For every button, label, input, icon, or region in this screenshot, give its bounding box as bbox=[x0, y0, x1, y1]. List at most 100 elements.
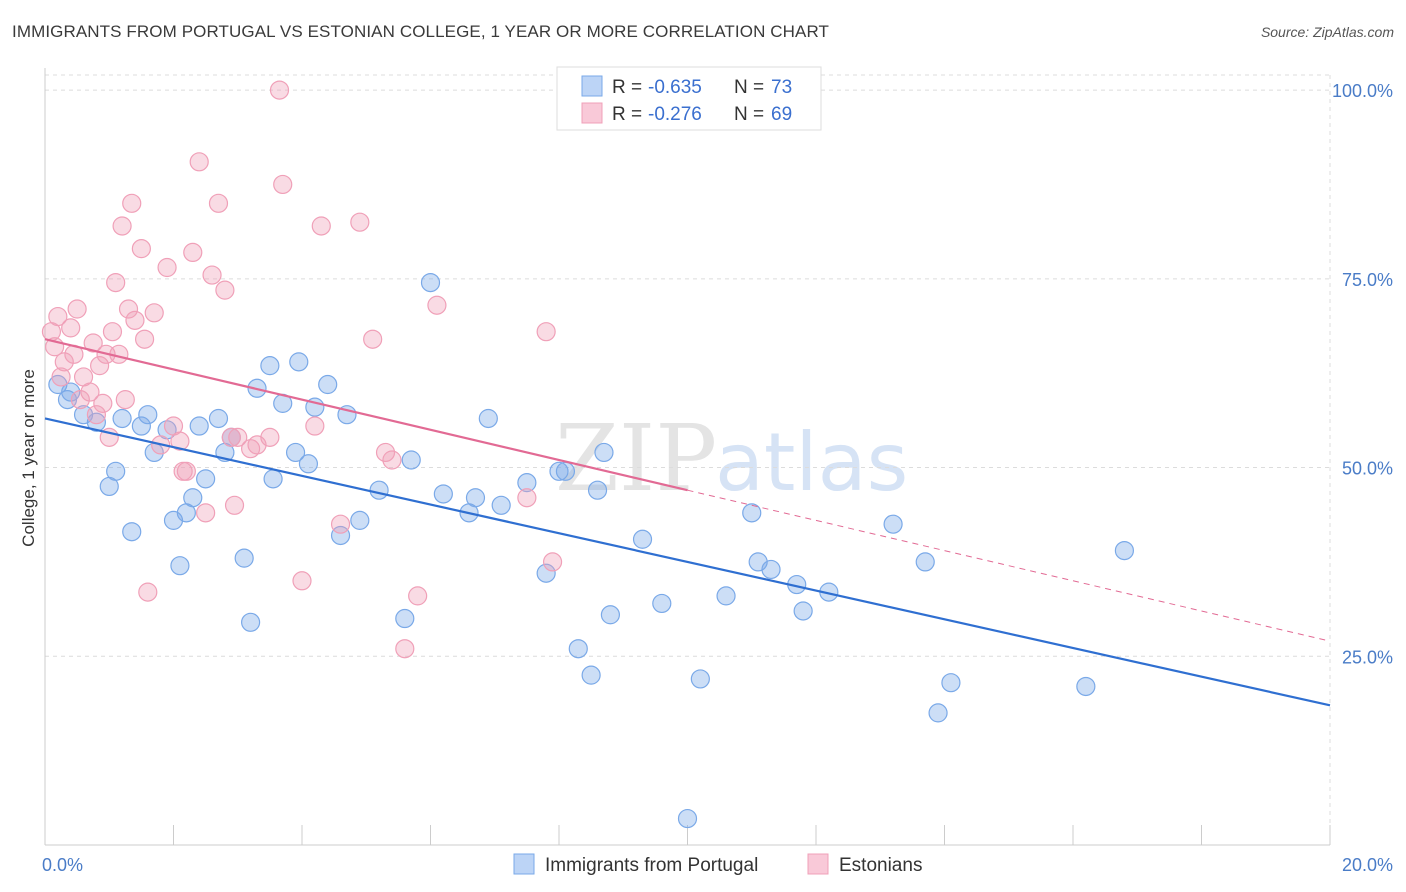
data-point bbox=[318, 374, 338, 395]
data-point bbox=[928, 703, 948, 723]
data-point bbox=[241, 612, 261, 632]
data-point bbox=[285, 442, 306, 463]
chart-source: Source: ZipAtlas.com bbox=[1260, 24, 1394, 40]
data-point bbox=[395, 608, 415, 629]
data-point bbox=[350, 212, 370, 232]
data-point bbox=[196, 469, 216, 489]
legend-r-value-0: -0.635 bbox=[648, 77, 702, 98]
data-point bbox=[86, 412, 107, 432]
data-point bbox=[125, 310, 145, 330]
data-point bbox=[215, 280, 235, 300]
data-point bbox=[90, 356, 110, 376]
data-point bbox=[1114, 540, 1135, 561]
legend-n-value-0: 73 bbox=[771, 77, 792, 98]
data-point bbox=[189, 152, 209, 172]
data-point bbox=[401, 450, 421, 470]
data-point bbox=[408, 586, 428, 606]
watermark-atlas: atlas bbox=[715, 416, 908, 509]
data-point bbox=[106, 461, 126, 481]
data-point bbox=[260, 356, 280, 376]
data-point bbox=[761, 559, 781, 580]
data-point bbox=[112, 216, 132, 236]
bottom-legend-label-estonians: Estonians bbox=[839, 855, 922, 876]
data-point bbox=[170, 556, 190, 576]
data-point bbox=[420, 272, 441, 293]
data-point bbox=[54, 352, 74, 372]
data-point bbox=[208, 408, 229, 429]
data-point bbox=[350, 510, 370, 530]
data-point bbox=[883, 514, 903, 534]
data-point bbox=[330, 514, 351, 534]
y-tick-label: 75.0% bbox=[1342, 270, 1393, 290]
data-point bbox=[427, 295, 447, 315]
data-point bbox=[183, 242, 203, 263]
data-point bbox=[517, 473, 537, 493]
data-point bbox=[587, 480, 608, 500]
data-point bbox=[478, 408, 498, 429]
trend-line-0 bbox=[44, 417, 1331, 707]
data-point bbox=[170, 431, 190, 451]
y-axis-label: College, 1 year or more bbox=[19, 369, 38, 547]
data-point bbox=[289, 352, 309, 372]
legend: R = -0.635 N = 73 R = -0.276 N = 69 bbox=[556, 66, 822, 131]
data-point bbox=[224, 495, 245, 515]
data-point bbox=[131, 239, 151, 259]
data-point bbox=[1076, 676, 1096, 697]
bottom-legend-swatch-estonians bbox=[807, 853, 829, 875]
bottom-legend: Immigrants from Portugal Estonians bbox=[513, 853, 922, 876]
data-point bbox=[369, 480, 389, 500]
data-point bbox=[86, 405, 107, 425]
watermark-zip: ZIP bbox=[555, 405, 717, 512]
watermark: ZIP atlas bbox=[555, 405, 908, 512]
data-point bbox=[594, 442, 614, 463]
bottom-legend-label-portugal: Immigrants from Portugal bbox=[545, 855, 758, 876]
data-point bbox=[632, 529, 653, 549]
data-point bbox=[555, 461, 576, 481]
data-point bbox=[138, 405, 158, 425]
data-point bbox=[549, 461, 569, 481]
data-point bbox=[144, 303, 164, 323]
data-point bbox=[189, 416, 209, 436]
legend-n-label-1: N = bbox=[734, 104, 764, 125]
data-point bbox=[106, 272, 126, 293]
data-point bbox=[491, 495, 511, 515]
data-point bbox=[600, 605, 621, 625]
trend-line-extension-1 bbox=[687, 489, 1331, 642]
data-point bbox=[536, 322, 556, 342]
data-point bbox=[221, 427, 241, 447]
data-point bbox=[536, 563, 556, 583]
data-point bbox=[93, 393, 113, 413]
data-point bbox=[122, 193, 142, 213]
data-point bbox=[228, 427, 248, 447]
y-tick-label: 25.0% bbox=[1342, 647, 1393, 667]
legend-swatch-portugal bbox=[581, 75, 603, 97]
data-point bbox=[102, 322, 123, 342]
series-0 bbox=[48, 272, 1135, 829]
legend-n-value-1: 69 bbox=[771, 104, 792, 125]
y-tick-label: 100.0% bbox=[1332, 81, 1393, 101]
data-point bbox=[292, 571, 312, 591]
data-point bbox=[138, 582, 158, 602]
data-point bbox=[157, 257, 177, 278]
data-point bbox=[915, 552, 935, 572]
data-point bbox=[234, 548, 254, 568]
data-point bbox=[183, 488, 203, 508]
data-point bbox=[176, 461, 196, 481]
x-tick-label: 0.0% bbox=[42, 855, 83, 875]
data-point bbox=[115, 390, 135, 410]
data-point bbox=[652, 593, 672, 614]
legend-swatch-estonians bbox=[581, 102, 603, 124]
data-point bbox=[363, 329, 383, 349]
data-point bbox=[208, 193, 229, 213]
data-point bbox=[48, 306, 68, 327]
data-point bbox=[269, 80, 290, 100]
data-point bbox=[263, 469, 283, 489]
data-point bbox=[517, 488, 537, 508]
data-point bbox=[581, 665, 601, 685]
data-point bbox=[375, 442, 396, 463]
data-point bbox=[742, 503, 762, 523]
data-point bbox=[51, 367, 71, 387]
data-point bbox=[80, 382, 100, 402]
data-point bbox=[298, 454, 319, 474]
